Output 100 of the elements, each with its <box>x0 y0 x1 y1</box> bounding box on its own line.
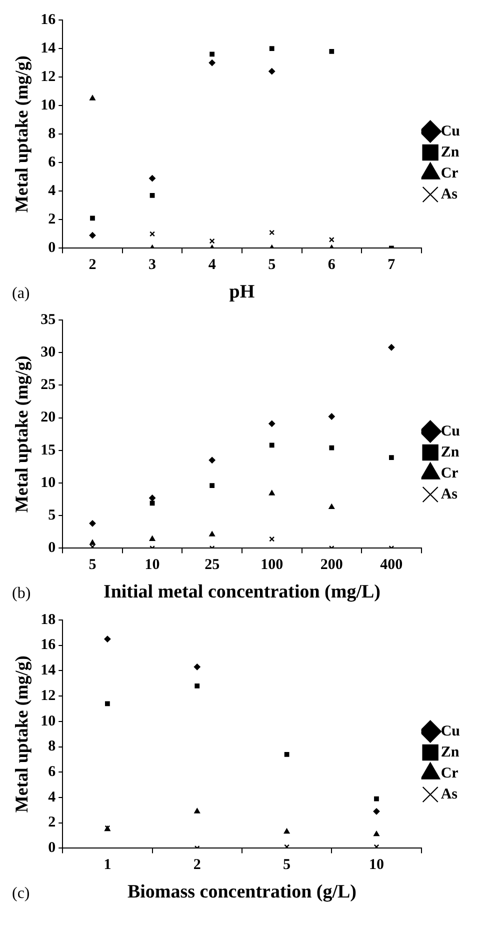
point <box>388 344 395 351</box>
legend-label: Cu <box>440 423 460 440</box>
point <box>208 456 216 464</box>
point <box>373 808 380 815</box>
y-tick-label: 10 <box>40 713 56 730</box>
y-tick-label: 8 <box>48 126 56 142</box>
y-tick-label: 2 <box>48 212 56 228</box>
y-tick-label: 6 <box>48 154 56 170</box>
point <box>150 500 155 506</box>
x-tick-label: 5 <box>268 257 276 274</box>
legend-label: Cr <box>440 765 459 782</box>
point <box>149 494 156 502</box>
x-tick-label: 1 <box>104 857 112 874</box>
point <box>268 420 276 427</box>
x-tick-label: 400 <box>380 557 403 574</box>
point <box>374 796 379 802</box>
y-tick-label: 14 <box>40 662 56 679</box>
legend-label: As <box>440 786 458 802</box>
point <box>105 701 110 706</box>
legend-label: Cr <box>440 165 459 182</box>
point <box>284 752 290 757</box>
x-axis-title: Biomass concentration (g/L) <box>127 882 356 903</box>
legend-label: Cu <box>440 723 460 740</box>
legend-label: As <box>440 486 458 502</box>
y-tick-label: 10 <box>40 97 56 114</box>
x-tick-label: 5 <box>88 557 96 574</box>
point <box>150 231 156 237</box>
x-tick-label: 2 <box>193 857 201 874</box>
x-axis-title: pH <box>229 282 255 303</box>
point <box>90 540 96 545</box>
x-tick-label: 5 <box>283 857 291 874</box>
legend-label: Zn <box>440 744 460 760</box>
point <box>149 536 156 541</box>
point <box>269 490 275 496</box>
legend-label: Cu <box>440 123 460 140</box>
y-tick-label: 10 <box>40 474 56 491</box>
y-tick-label: 0 <box>48 840 56 856</box>
x-tick-label: 10 <box>368 857 384 874</box>
point <box>104 636 111 642</box>
point <box>210 483 215 488</box>
point <box>328 236 334 242</box>
x-tick-label: 4 <box>208 257 216 274</box>
point <box>269 536 275 542</box>
point <box>269 46 274 51</box>
point <box>208 60 216 66</box>
y-tick-label: 16 <box>40 12 56 28</box>
x-tick-label: 100 <box>260 557 284 574</box>
x-tick-label: 2 <box>88 257 96 274</box>
y-tick-label: 20 <box>40 410 56 426</box>
y-tick-label: 0 <box>48 240 56 256</box>
y-tick-label: 2 <box>48 814 56 831</box>
point <box>268 68 276 75</box>
point <box>90 216 95 221</box>
point <box>269 230 275 236</box>
point <box>194 664 200 670</box>
point <box>209 531 215 536</box>
y-tick-label: 6 <box>48 764 56 780</box>
x-axis-title: Initial metal concentration (mg/L) <box>103 582 380 603</box>
legend-label: Cr <box>440 465 459 482</box>
legend-label: Zn <box>440 444 460 460</box>
y-axis-title: Metal uptake (mg/g) <box>11 56 32 213</box>
point <box>194 683 200 688</box>
point <box>90 95 96 100</box>
point <box>328 504 334 510</box>
x-tick-label: 10 <box>144 557 160 574</box>
y-tick-label: 25 <box>40 377 56 394</box>
x-tick-label: 25 <box>204 557 220 574</box>
y-tick-label: 18 <box>40 612 56 628</box>
point <box>388 455 394 460</box>
x-tick-label: 6 <box>328 257 336 274</box>
y-tick-label: 15 <box>40 442 56 458</box>
y-tick-label: 4 <box>48 183 56 200</box>
y-tick-label: 4 <box>48 789 56 806</box>
x-tick-label: 200 <box>320 557 343 574</box>
point <box>210 52 215 57</box>
text: (b) <box>12 585 31 602</box>
text: (a) <box>12 285 30 302</box>
y-tick-label: 14 <box>40 40 56 56</box>
point <box>149 175 156 182</box>
point <box>150 192 155 198</box>
legend-label: As <box>440 186 458 202</box>
y-tick-label: 12 <box>40 68 56 85</box>
point <box>329 445 334 450</box>
x-tick-label: 3 <box>148 257 156 274</box>
y-tick-label: 16 <box>40 637 56 654</box>
y-tick-label: 35 <box>40 312 56 328</box>
point <box>89 520 96 527</box>
y-tick-label: 30 <box>40 344 56 360</box>
point <box>89 232 96 239</box>
point <box>269 442 274 448</box>
y-axis-title: Metal uptake (mg/g) <box>11 356 32 513</box>
y-tick-label: 5 <box>48 507 56 524</box>
point <box>374 831 380 836</box>
y-tick-label: 0 <box>48 540 56 556</box>
point <box>209 238 215 244</box>
x-tick-label: 7 <box>388 257 396 274</box>
y-axis-title: Metal uptake (mg/g) <box>11 656 32 813</box>
point <box>194 808 200 814</box>
text: (c) <box>12 885 30 902</box>
point <box>328 413 335 420</box>
